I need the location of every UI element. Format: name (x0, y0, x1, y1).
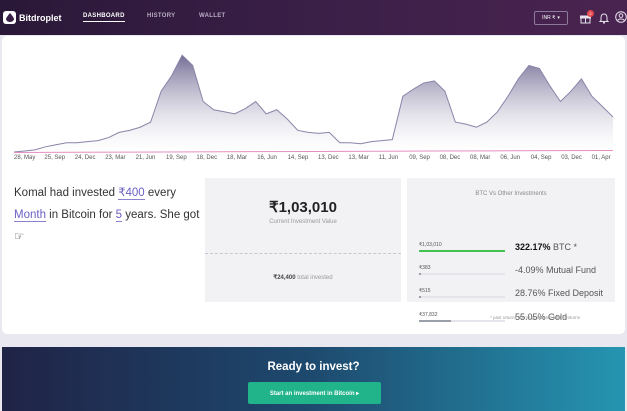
comparison-panel: BTC Vs Other Investments ₹1,03,010 322.17… (407, 178, 615, 322)
x-tick-label: 18, Dec (196, 155, 218, 161)
disclaimer: * past returns do not guarantee future r… (490, 315, 581, 320)
comparison-bar (419, 296, 421, 298)
x-tick-label: 09, Sep (409, 155, 430, 161)
x-tick-label: 18, Mar (226, 155, 248, 161)
user-avatar-icon[interactable] (615, 10, 627, 28)
comparison-bar (419, 273, 421, 275)
x-tick-label: 14, Sep (287, 155, 309, 161)
comparison-percent: 322.17% (515, 242, 551, 252)
comparison-bar (419, 250, 505, 252)
brand-logo[interactable]: Bitdroplet (3, 11, 62, 24)
comparison-amount: ₹37,832 (419, 312, 438, 318)
comparison-asset: BTC * (550, 242, 578, 252)
total-invested-amount: ₹24,400 (273, 275, 296, 281)
comparison-asset: Mutual Fund (543, 265, 597, 275)
comparison-percent: 55.05% (515, 312, 546, 322)
nav-dashboard[interactable]: DASHBOARD (83, 13, 125, 22)
x-tick-label: 21, Jun (135, 155, 156, 161)
bitcoin-history-chart (13, 54, 614, 153)
x-tick-label: 25, Sep (44, 155, 66, 161)
droplet-icon (3, 11, 16, 24)
comparison-bar-track (419, 320, 505, 322)
invested-line (13, 149, 614, 153)
divider (205, 253, 401, 254)
frequency-select[interactable]: Month (14, 209, 46, 222)
x-tick-label: 11, Jun (378, 155, 399, 161)
top-nav: Bitdroplet DASHBOARD HISTORY WALLET INR … (0, 0, 627, 35)
comparison-result: 55.05% Gold (515, 312, 567, 322)
currency-select[interactable]: INR ₹ ▾ (534, 11, 568, 25)
nav-history[interactable]: HISTORY (147, 13, 176, 19)
price-line (13, 54, 614, 153)
nav-wallet[interactable]: WALLET (199, 13, 226, 19)
pointing-hand-icon: ☞ (14, 231, 25, 243)
cta-banner: Ready to invest? Start an investment in … (2, 347, 625, 411)
x-tick-label: 03, Dec (561, 155, 582, 161)
total-invested-label: total invested (295, 275, 333, 281)
x-tick-label: 23, Mar (105, 155, 126, 161)
x-tick-label: 13, Dec (318, 155, 339, 161)
summary-text-4: years. She got (122, 209, 200, 221)
comparison-result: -4.09% Mutual Fund (515, 265, 596, 275)
comparison-percent: 28.76% (515, 288, 546, 298)
summary-text-2: every (144, 187, 177, 199)
calculator-card: 28, May 25, Sep 24, Dec 23, Mar 21, Jun 19, S… (2, 36, 625, 334)
comparison-bar-track (419, 273, 505, 275)
x-tick-label: 28, May (14, 155, 36, 161)
comparison-title: BTC Vs Other Investments (475, 191, 547, 197)
current-value: ₹1,03,010 (269, 199, 337, 216)
brand-name: Bitdroplet (19, 12, 62, 23)
x-tick-label: 16, Jun (257, 155, 277, 161)
investment-summary: Komal had invested ₹400 every Month in B… (14, 182, 204, 248)
cta-title: Ready to invest? (267, 361, 360, 373)
comparison-result: 28.76% Fixed Deposit (515, 288, 603, 298)
comparison-amount: ₹1,03,010 (419, 242, 442, 248)
x-tick-label: 06, Jun (500, 155, 521, 161)
x-tick-label: 01, Apr (591, 155, 611, 161)
total-invested: ₹24,400 total invested (205, 274, 401, 281)
comparison-bar-track (419, 296, 505, 298)
summary-text-3: in Bitcoin for (45, 209, 116, 221)
summary-text-1: Komal had invested (14, 187, 119, 199)
currency-label: INR ₹ (542, 15, 556, 21)
years-select[interactable]: 5 (115, 209, 123, 222)
x-tick-label: 19, Sep (166, 155, 187, 161)
comparison-result: 322.17% BTC * (515, 242, 577, 252)
chevron-down-icon: ▾ (557, 15, 560, 21)
comparison-asset: Gold (545, 312, 568, 322)
investment-value-panel: ₹1,03,010 Current Investment Value ₹24,4… (205, 178, 401, 302)
x-tick-label: 24, Dec (74, 155, 96, 161)
bell-icon[interactable] (598, 11, 610, 29)
comparison-asset: Fixed Deposit (545, 288, 604, 298)
x-tick-label: 08, Dec (439, 155, 461, 161)
comparison-percent: -4.09% (515, 265, 544, 275)
comparison-bar (419, 320, 451, 322)
gift-icon[interactable] (580, 11, 591, 29)
price-area (14, 55, 613, 153)
x-tick-label: 13, Mar (348, 155, 369, 161)
comparison-amount: ₹515 (419, 288, 431, 294)
start-investment-button[interactable]: Start an investment in Bitcoin ▸ (248, 382, 381, 404)
notification-badge: 2 (587, 10, 594, 17)
x-tick-label: 04, Sep (530, 155, 552, 161)
current-value-label: Current Investment Value (269, 219, 337, 225)
x-tick-label: 08, Mar (470, 155, 491, 161)
comparison-amount: ₹383 (419, 265, 431, 271)
amount-select[interactable]: ₹400 (118, 187, 145, 200)
